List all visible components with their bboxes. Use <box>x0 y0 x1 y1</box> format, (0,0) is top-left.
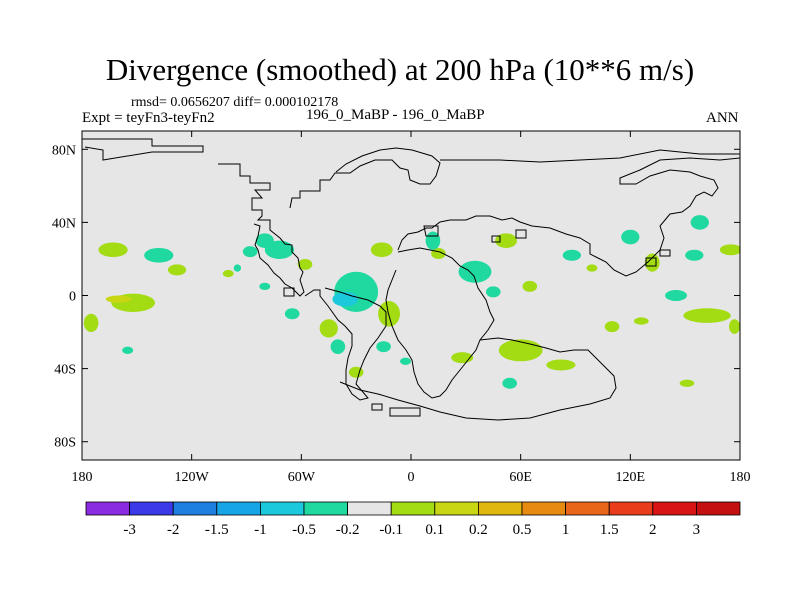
colorbar-label: -1.5 <box>205 522 229 538</box>
x-axis: 180 120W 60W 0 60E 120E 180 <box>72 131 751 485</box>
contour-region <box>458 260 492 283</box>
y-axis: 80N 40N 0 40S 80S <box>52 143 740 451</box>
contour-region <box>498 339 543 362</box>
contour-region <box>105 295 132 303</box>
experiment-label: Expt = teyFn3-teyFn2 <box>82 110 215 126</box>
colorbar-swatch <box>434 501 479 516</box>
x-tick-label: 0 <box>408 470 415 485</box>
contour-region <box>679 379 695 387</box>
colorbar-swatch <box>85 501 130 516</box>
contour-region <box>400 357 411 365</box>
colorbar-label: 1 <box>562 522 570 538</box>
x-tick-label: 60E <box>509 470 532 485</box>
colorbar-swatch <box>129 501 174 516</box>
y-tick-label: 80S <box>54 436 76 451</box>
coastline-antarctica <box>339 337 617 421</box>
contour-region <box>284 308 300 320</box>
contour-region <box>685 249 704 261</box>
colorbar-swatch <box>303 501 348 516</box>
contour-region <box>144 247 174 263</box>
contour-region <box>376 341 391 353</box>
coastline-south-america <box>304 287 387 401</box>
colorbar-swatch <box>565 501 610 516</box>
contour-region <box>83 313 99 333</box>
map-background <box>82 131 740 460</box>
contour-region <box>242 246 258 258</box>
contour-region <box>502 377 518 389</box>
colorbar-label: 0.5 <box>513 522 532 538</box>
contour-region <box>167 264 187 276</box>
colorbar-label: -0.5 <box>292 522 316 538</box>
coastlines <box>82 138 740 421</box>
colorbar-swatch <box>521 501 566 516</box>
contour-region <box>222 269 234 278</box>
case-label: 196_0_MaBP - 196_0_MaBP <box>306 107 485 123</box>
colorbar-label: -1 <box>254 522 267 538</box>
contour-region <box>495 233 518 248</box>
colorbar-label: -0.2 <box>336 522 360 538</box>
season-label: ANN <box>706 110 739 126</box>
colorbar-label: -3 <box>123 522 136 538</box>
colorbar-label: 2 <box>649 522 657 538</box>
contour-region <box>546 359 576 371</box>
coastline-africa <box>385 247 495 399</box>
contour-region <box>378 300 401 327</box>
coastline-eurasia <box>397 149 740 277</box>
contour-region <box>522 280 538 292</box>
contour-region <box>665 290 687 301</box>
colorbar-label: 3 <box>693 522 701 538</box>
contour-region <box>233 264 242 272</box>
coastline-islands <box>283 225 671 417</box>
colorbar-swatch <box>172 501 218 516</box>
contour-region <box>719 244 740 256</box>
colorbar-swatch <box>347 501 392 516</box>
contour-region <box>586 264 598 272</box>
contour-region <box>264 240 295 259</box>
colorbar-label: -0.1 <box>379 522 403 538</box>
colorbar-swatch <box>259 501 305 516</box>
contour-region <box>98 242 128 258</box>
colorbar-swatch <box>477 501 523 516</box>
contour-region <box>604 321 620 333</box>
contour-region <box>259 282 271 291</box>
colorbar-swatch <box>216 501 261 516</box>
colorbar-swatch <box>390 501 436 516</box>
contour-region <box>485 286 501 298</box>
colorbar-label: 1.5 <box>600 522 619 538</box>
colorbar-label: 0.2 <box>469 522 488 538</box>
contour-region <box>621 229 640 245</box>
x-tick-label: 60W <box>288 470 316 485</box>
colorbar-swatch <box>608 501 654 516</box>
contour-region <box>297 258 313 270</box>
contour-region <box>729 319 740 334</box>
y-tick-label: 40N <box>52 216 76 231</box>
x-tick-label: 180 <box>72 470 93 485</box>
contour-region <box>633 317 649 325</box>
colorbar-label: -2 <box>167 522 180 538</box>
contour-region <box>370 242 393 258</box>
colorbar: -3 -2 -1.5 -1 -0.5 -0.2 -0.1 0.1 0.2 0.5 1 1.5 2 3 <box>85 501 741 538</box>
contour-region <box>319 319 338 338</box>
stats-label: rmsd= 0.0656207 diff= 0.000102178 <box>131 95 339 110</box>
colorbar-swatch <box>696 501 741 516</box>
y-tick-label: 40S <box>54 363 76 378</box>
chart-title: Divergence (smoothed) at 200 hPa (10**6 … <box>105 52 695 87</box>
contour-region <box>122 346 134 354</box>
contour-region <box>562 249 581 261</box>
contour-region <box>348 366 364 378</box>
contour-region <box>683 308 731 323</box>
contour-region <box>330 339 346 354</box>
contour-region <box>690 215 709 230</box>
x-tick-label: 180 <box>730 470 751 485</box>
colorbar-label: 0.1 <box>425 522 444 538</box>
x-tick-label: 120E <box>616 470 646 485</box>
colorbar-swatch <box>652 501 697 516</box>
y-tick-label: 80N <box>52 143 76 158</box>
coastline-greenland <box>289 147 441 209</box>
y-tick-label: 0 <box>69 290 76 305</box>
x-tick-label: 120W <box>175 470 210 485</box>
coastline-north-america <box>82 138 305 297</box>
